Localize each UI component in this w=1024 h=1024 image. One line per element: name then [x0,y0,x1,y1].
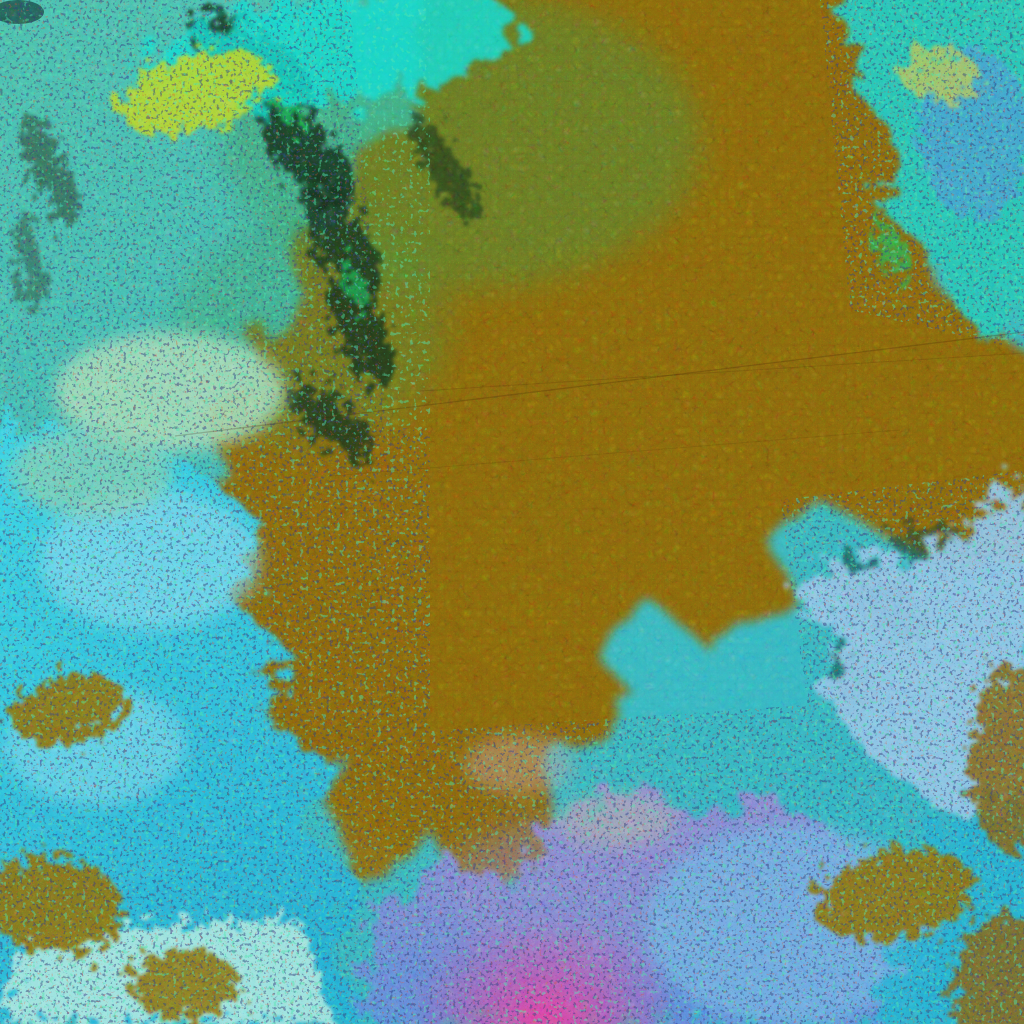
scanline [419,352,1024,392]
scanline [174,331,1024,437]
scanline-artifacts [174,331,1024,477]
scanline [329,429,901,477]
